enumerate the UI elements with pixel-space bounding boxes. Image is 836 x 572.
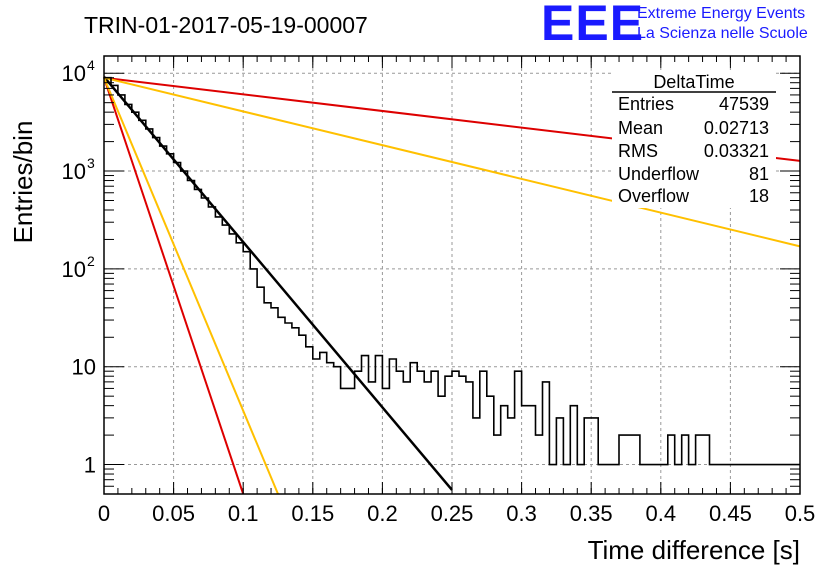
y-tick-label: 1: [84, 453, 96, 478]
stats-value-rms: 0.03321: [704, 141, 769, 161]
x-axis-title: Time difference [s]: [588, 535, 800, 565]
x-tick-label: 0.5: [785, 501, 816, 526]
stats-value-entries: 47539: [719, 94, 769, 114]
x-tick-label: 0.35: [570, 501, 613, 526]
y-tick-label: 10: [62, 257, 86, 282]
x-tick-label: 0.1: [228, 501, 259, 526]
fit-curve: [103, 77, 279, 495]
stats-label-rms: RMS: [618, 141, 658, 161]
y-tick-exponent: 3: [87, 155, 95, 171]
y-tick-label: 10: [72, 355, 96, 380]
x-tick-label: 0.15: [291, 501, 334, 526]
y-tick-exponent: 4: [87, 57, 95, 73]
stats-title: DeltaTime: [653, 72, 734, 92]
x-tick-label: 0.05: [152, 501, 195, 526]
y-tick-label: 10: [62, 61, 86, 86]
x-tick-labels: 0 0.05 0.1 0.15 0.2 0.25 0.3 0.35 0.4 0.45 0.5: [98, 501, 815, 526]
stats-label-entries: Entries: [618, 94, 674, 114]
stats-label-underflow: Underflow: [618, 164, 700, 184]
x-tick-label: 0.25: [431, 501, 474, 526]
logo-line-2: La Scienza nelle Scuole: [637, 25, 808, 42]
stats-box: DeltaTime Entries 47539 Mean 0.02713 RMS…: [612, 70, 776, 208]
logo-line-1: Extreme Energy Events: [637, 5, 805, 22]
x-tick-label: 0.2: [367, 501, 398, 526]
x-tick-label: 0.45: [709, 501, 752, 526]
x-tick-label: 0: [98, 501, 110, 526]
axis-ticks: [103, 56, 801, 495]
logo-mark: EEE: [541, 0, 644, 51]
y-tick-label: 10: [62, 159, 86, 184]
x-tick-label: 0.4: [646, 501, 677, 526]
chart-title: TRIN-01-2017-05-19-00007: [84, 12, 368, 38]
x-tick-label: 0.3: [506, 501, 537, 526]
stats-value-underflow: 81: [749, 164, 769, 184]
fit-curve: [103, 76, 801, 248]
histogram: [104, 76, 800, 466]
stats-box-background: [612, 70, 776, 208]
histogram-outline: [104, 76, 800, 466]
logo: EEE Extreme Energy Events La Scienza nel…: [541, 0, 808, 51]
stats-label-overflow: Overflow: [618, 186, 690, 206]
stats-value-mean: 0.02713: [704, 118, 769, 138]
y-axis-title: Entries/bin: [8, 121, 38, 244]
stats-value-overflow: 18: [749, 186, 769, 206]
stats-label-mean: Mean: [618, 118, 663, 138]
fit-curve: [103, 75, 453, 491]
y-tick-exponent: 2: [87, 253, 95, 269]
fit-curve: [103, 77, 245, 495]
